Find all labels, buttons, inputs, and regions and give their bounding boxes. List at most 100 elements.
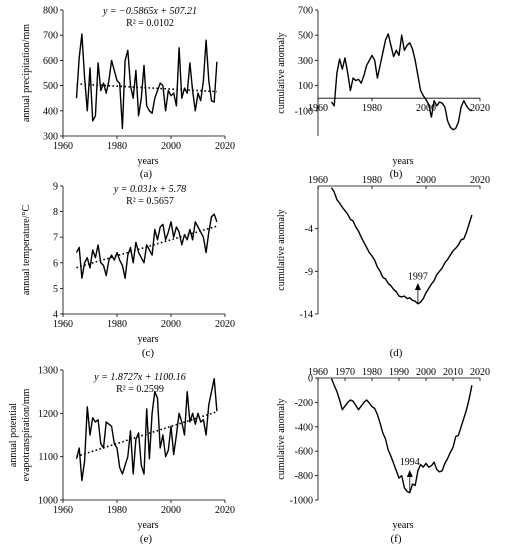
series-line [330,378,473,494]
y-axis-label: annual precipitation/mm [21,24,32,122]
y-tick-label: -1000 [290,496,313,507]
x-tick-label: 1960 [308,175,328,186]
y-axis-label: cumulative anomaly [276,209,287,290]
x-tick-label: 2020 [470,175,490,186]
annotation-label: 1994 [400,457,420,468]
x-tick-label: 2000 [416,103,436,114]
y-tick-label: -100 [295,106,313,117]
y-tick-label: -400 [295,422,313,433]
y-axis-label: evapotranspiration/mm [21,388,32,481]
y-tick-label: 300 [43,132,58,143]
chart-panel-a: 300 400 500 600 700 800 1960 1980 2000 2020 years a… [21,6,235,181]
y-tick-label: 4 [53,310,58,321]
y-tick-label: 7 [53,233,58,244]
y-axis-label: annual potential [8,403,19,467]
trend-line [76,411,218,458]
x-tick-label: 2020 [215,141,235,152]
series-line [75,33,218,130]
panel-label: (c) [142,347,155,359]
x-axis-label: years [392,156,413,167]
panel-label: (b) [390,168,403,180]
y-tick-label: 1200 [38,409,58,420]
regression-equation: y = 1.8727x + 1100.16 [93,372,186,383]
regression-equation: y = −0.5865x + 507.21 [102,6,197,17]
y-tick-label: 6 [53,258,58,269]
x-tick-label: 2020 [470,103,490,114]
x-axis-label: years [137,520,158,531]
r-squared-label: R² = 0.5657 [126,196,174,207]
y-tick-label: -200 [295,398,313,409]
y-tick-label: 1100 [38,452,58,463]
y-tick-label: 600 [43,56,58,67]
chart-panel-b: -100 100 300 500 700 1960 1980 2000 2020 years cum… [276,6,490,181]
x-tick-label: 1990 [389,367,409,378]
annotation-label: 1997 [408,272,428,283]
series-line [330,187,473,305]
y-axis-label: cumulative anomaly [276,398,287,479]
y-tick-label: 0 [308,374,313,385]
chart-panel-e: 1000 1100 1200 1300 1960 1980 2000 2020 years ann… [8,366,235,546]
y-tick-label: -4 [305,224,313,235]
arrow-head-icon [414,282,421,290]
x-tick-label: 1970 [335,367,355,378]
x-tick-label: 1960 [308,103,328,114]
x-tick-label: 1960 [53,141,73,152]
y-tick-label: 800 [43,6,58,17]
y-tick-label: 8 [53,207,58,218]
panel-label: (f) [391,533,402,545]
arrow-head-icon [406,469,413,477]
x-tick-label: 1960 [53,319,73,330]
y-tick-label: 300 [298,56,313,67]
chart-panel-c: 4 5 6 7 8 9 1960 1980 2000 2020 years annual temper… [21,182,235,360]
series-line [75,378,218,482]
x-tick-label: 2000 [161,319,181,330]
y-tick-label: -14 [300,310,313,321]
chart-panel-d: -14 -9 -4 1960 1980 2000 2020 cumulative anomal… [276,175,490,359]
regression-equation: y = 0.031x + 5.78 [113,184,186,195]
x-tick-label: 1980 [107,505,127,516]
x-tick-label: 1980 [362,367,382,378]
x-tick-label: 1960 [53,505,73,516]
y-tick-label: 9 [53,182,58,193]
y-tick-label: 400 [43,106,58,117]
x-tick-label: 2000 [416,367,436,378]
y-axis-label: cumulative anomaly [276,32,287,113]
x-tick-label: 1980 [107,141,127,152]
panel-label: (e) [140,533,153,545]
y-tick-label: 100 [298,81,313,92]
x-tick-label: 2000 [416,175,436,186]
y-tick-label: 500 [298,31,313,42]
y-tick-label: -800 [295,471,313,482]
x-tick-label: 1960 [308,367,328,378]
y-tick-label: 1300 [38,366,58,377]
y-tick-label: 1000 [38,496,58,507]
series-line [75,213,218,279]
y-axis-label: annual temperature/°C [21,204,32,295]
x-tick-label: 1980 [107,319,127,330]
x-tick-label: 2020 [470,367,490,378]
x-tick-label: 2000 [161,505,181,516]
trend-line [76,83,217,93]
r-squared-label: R² = 0.0102 [126,18,174,29]
x-tick-label: 2010 [443,367,463,378]
panel-label: (d) [390,347,403,359]
x-tick-label: 2020 [215,319,235,330]
r-squared-label: R² = 0.2599 [116,384,164,395]
panel-label: (a) [140,168,153,180]
x-axis-label: years [137,156,158,167]
series-line [330,33,473,131]
x-tick-label: 2000 [161,141,181,152]
x-tick-label: 1980 [362,175,382,186]
x-tick-label: 1980 [362,103,382,114]
y-tick-label: 700 [298,6,313,17]
y-tick-label: 5 [53,284,58,295]
y-tick-label: -9 [305,267,313,278]
x-tick-label: 2020 [215,505,235,516]
y-tick-label: -600 [295,447,313,458]
x-axis-label: years [137,334,158,345]
y-tick-label: 500 [43,81,58,92]
y-tick-label: 700 [43,31,58,42]
x-axis-label: years [392,520,413,531]
